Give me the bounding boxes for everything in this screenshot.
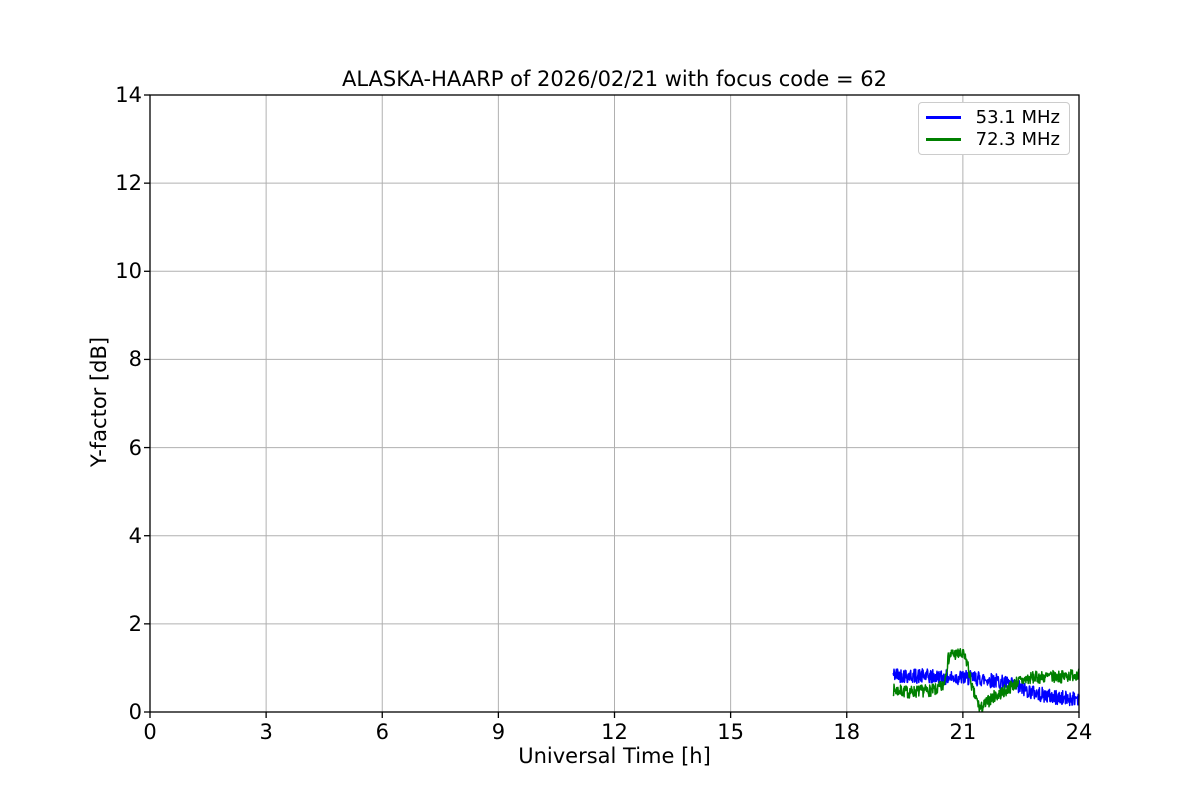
y-tick-label-14: 14 xyxy=(115,83,142,107)
x-tick-label-3: 3 xyxy=(259,720,273,744)
legend-label: 53.1 MHz xyxy=(975,106,1060,128)
x-tick-label-24: 24 xyxy=(1065,720,1093,744)
x-tick-label-15: 15 xyxy=(717,720,744,744)
legend-entry: 72.3 MHz xyxy=(926,129,1060,151)
y-axis-label: Y-factor [dB] xyxy=(87,336,111,468)
y-tick-label-2: 2 xyxy=(128,611,142,636)
legend-line-swatch-green xyxy=(926,138,961,141)
y-tick-label-0: 0 xyxy=(128,700,142,724)
x-tick-label-12: 12 xyxy=(601,720,628,744)
x-tick-label-18: 18 xyxy=(833,720,861,744)
y-tick-label-6: 6 xyxy=(128,435,142,460)
x-tick-label-9: 9 xyxy=(491,720,506,744)
series-line-72.3-mhz xyxy=(892,647,1080,713)
x-tick-label-21: 21 xyxy=(949,720,977,744)
y-tick-label-12: 12 xyxy=(115,171,142,196)
x-tick-label-6: 6 xyxy=(375,720,389,744)
legend-line-swatch-blue xyxy=(926,116,961,119)
legend: 53.1 MHz 72.3 MHz xyxy=(918,102,1070,155)
y-tick-label-8: 8 xyxy=(128,347,142,372)
series-line-53.1-mhz xyxy=(892,668,1080,707)
x-tick-label-0: 0 xyxy=(143,720,157,744)
legend-label: 72.3 MHz xyxy=(975,128,1060,150)
chart-title: ALASKA-HAARP of 2026/02/21 with focus co… xyxy=(341,67,888,91)
legend-entry: 53.1 MHz xyxy=(926,107,1060,129)
y-tick-label-10: 10 xyxy=(115,259,142,284)
y-tick-label-4: 4 xyxy=(128,523,142,548)
x-axis-label: Universal Time [h] xyxy=(518,744,711,768)
